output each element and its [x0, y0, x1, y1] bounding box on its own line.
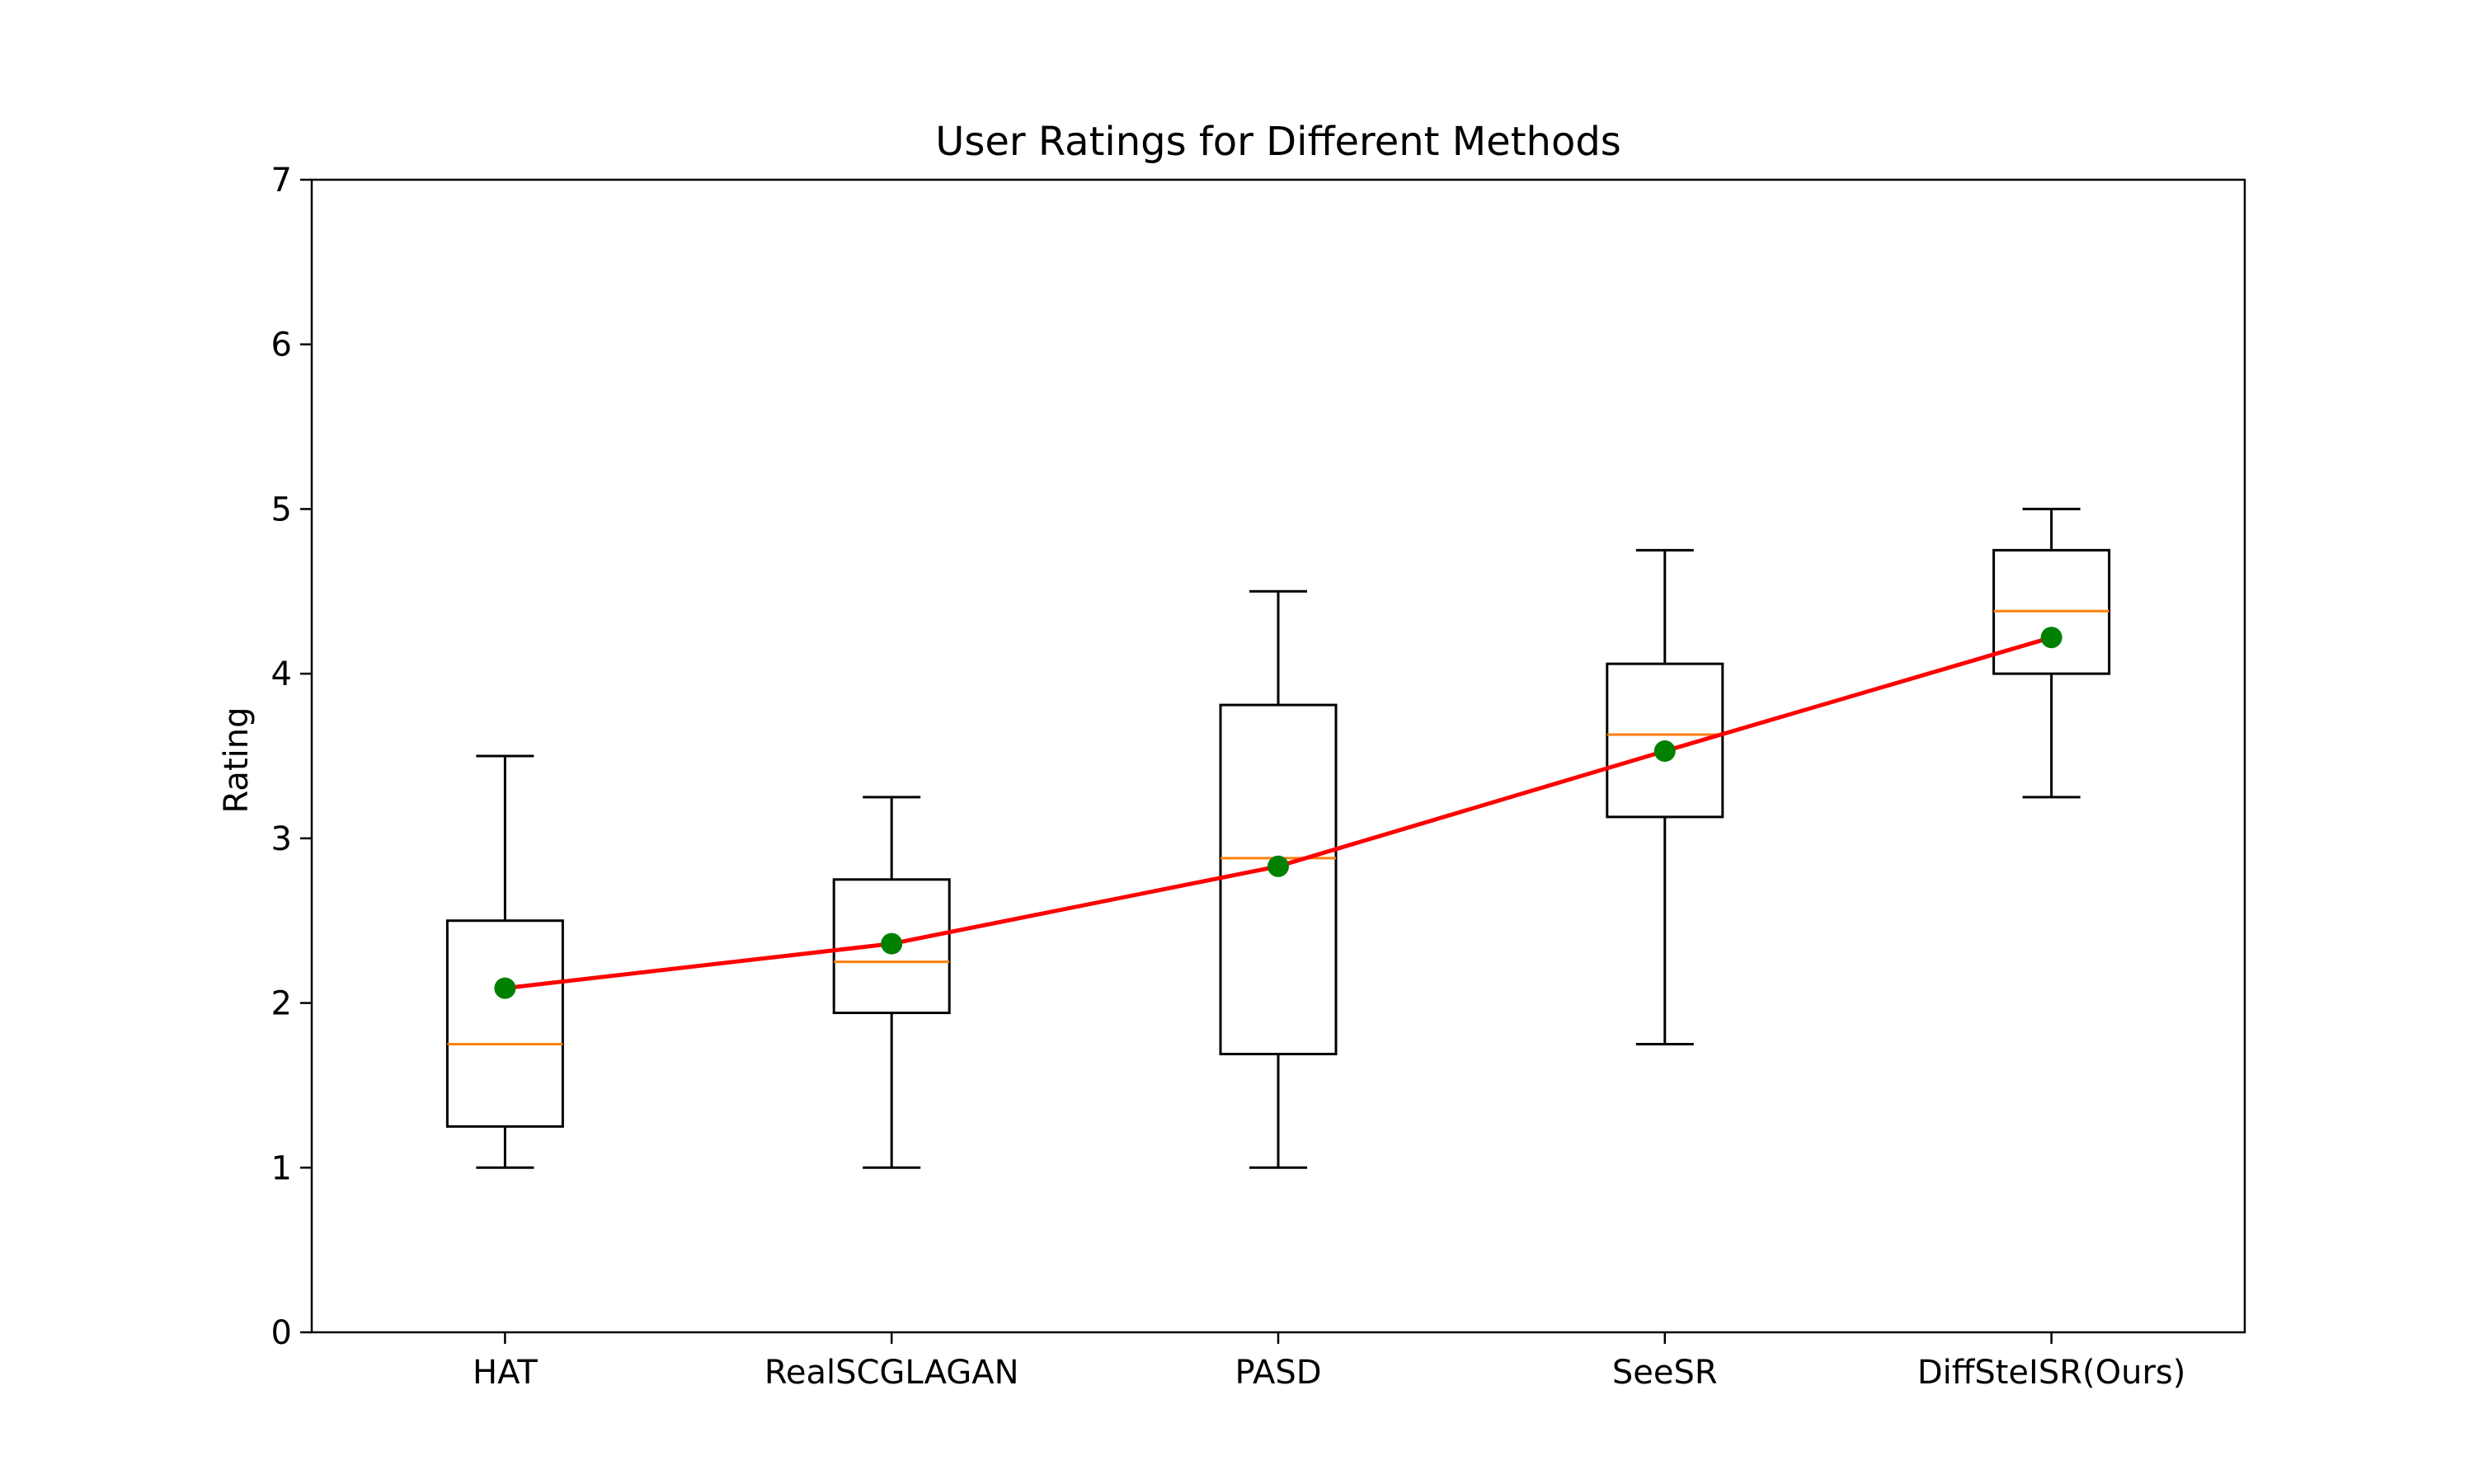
x-tick-label: PASD: [1235, 1354, 1321, 1392]
y-tick-label: 4: [271, 655, 292, 693]
y-tick-label: 0: [271, 1314, 292, 1352]
y-tick-label: 3: [271, 820, 292, 858]
iqr-box: [832, 878, 951, 1015]
y-axis-ticks: 0 1 2 3 4 5 6 7: [271, 162, 312, 1352]
box-HAT: [445, 754, 564, 1169]
chart-title: User Ratings for Different Methods: [935, 119, 1621, 165]
x-tick-label: SeeSR: [1612, 1354, 1718, 1392]
mean-marker: [1653, 740, 1676, 763]
y-tick-label: 2: [271, 985, 292, 1023]
mean-series: [494, 627, 2062, 999]
x-tick-label: HAT: [473, 1354, 538, 1392]
y-tick-label: 6: [271, 326, 292, 364]
y-tick-label: 7: [271, 162, 292, 200]
mean-marker: [881, 932, 903, 955]
iqr-box: [445, 919, 564, 1128]
mean-marker: [494, 977, 516, 999]
x-tick-label: RealSCGLAGAN: [764, 1354, 1019, 1392]
x-tick-label: DiffSteISR(Ours): [1917, 1354, 2185, 1392]
plot-frame: [310, 178, 2246, 1334]
mean-marker: [1268, 855, 1289, 877]
mean-marker: [2040, 627, 2062, 649]
box-DiffSteISR(Ours): [1992, 507, 2111, 799]
box-RealSCGLAGAN: [832, 796, 951, 1169]
y-axis-label: Rating: [218, 707, 256, 814]
y-tick-label: 1: [271, 1149, 292, 1187]
x-axis-ticks: HAT RealSCGLAGAN PASD SeeSR DiffSteISR(Ours): [473, 1332, 2185, 1392]
y-tick-label: 5: [271, 491, 292, 528]
box-SeeSR: [1606, 548, 1724, 1045]
iqr-box: [1606, 662, 1724, 819]
